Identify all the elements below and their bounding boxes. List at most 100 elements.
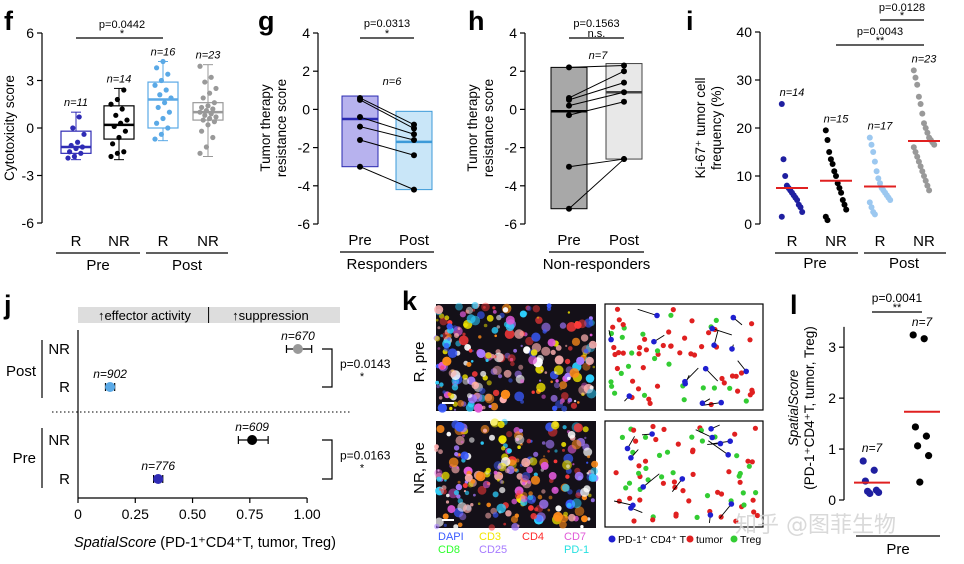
f-point xyxy=(157,92,163,98)
k-map-nr-pre-cell xyxy=(653,436,659,443)
k-map-r-pre-cell xyxy=(682,335,688,341)
i-n-label: n=17 xyxy=(868,121,894,133)
f-point xyxy=(154,65,160,71)
l-point xyxy=(922,432,931,440)
k-row-label: NR, pre xyxy=(411,442,428,494)
k-image-nr-pre-cell xyxy=(460,440,464,444)
j-n-label: n=776 xyxy=(141,459,175,473)
h-box xyxy=(605,63,643,160)
l-pvalue: p=0.0041 xyxy=(872,291,923,305)
k-map-nr-pre-cell xyxy=(694,514,700,521)
k-image-nr-pre-cell xyxy=(526,466,533,474)
l-y-tick-label: 2 xyxy=(828,390,836,406)
k-image-r-pre-cell xyxy=(536,382,546,393)
k-image-r-pre-cell xyxy=(494,352,504,363)
k-image-nr-pre-cell xyxy=(460,451,469,460)
i-y-tick-label: 0 xyxy=(744,216,752,232)
k-image-nr-pre-cell xyxy=(563,511,568,517)
k-stain-label: FoxP3 xyxy=(522,544,554,556)
i-point xyxy=(843,206,850,213)
k-image-r-pre-cell xyxy=(539,379,542,382)
k-image-nr-pre-cell xyxy=(553,511,563,522)
f-point xyxy=(200,117,206,123)
f-point xyxy=(207,90,213,96)
k-image-r-pre-cell xyxy=(592,365,596,369)
k-image-r-pre-cell xyxy=(553,382,560,389)
k-image-nr-pre-cell xyxy=(537,494,543,500)
g-n-label: n=6 xyxy=(383,76,403,88)
l-y-label-suffix: (PD-1⁺CD4⁺T, tumor, Treg) xyxy=(802,326,817,490)
k-image-r-pre-cell xyxy=(514,391,525,402)
k-map-nr-pre-cell xyxy=(746,463,752,469)
h-pair-line xyxy=(568,158,625,168)
k-map-r-pre-cell xyxy=(689,318,695,324)
k-map-r-pre-edge xyxy=(712,328,732,336)
f-group-label: Pre xyxy=(86,257,109,274)
k-map-r-pre-cell xyxy=(743,398,749,404)
i-point xyxy=(799,209,806,215)
k-image-r-pre-cell xyxy=(473,403,483,413)
k-map-r-pre-pd1-cell xyxy=(709,325,715,332)
k-image-r-pre-cell xyxy=(531,332,541,342)
g-point xyxy=(411,125,417,132)
k-image-r-pre-cell xyxy=(436,384,440,389)
f-point xyxy=(122,128,128,134)
i-point xyxy=(833,173,839,179)
g-pair-line xyxy=(359,97,415,126)
k-map-nr-pre-cell xyxy=(699,438,706,444)
k-image-nr-pre-cell xyxy=(497,462,507,472)
i-x-category: R xyxy=(787,233,798,250)
h-x-category: Post xyxy=(609,232,640,249)
k-image-r-pre-cell xyxy=(528,355,538,365)
k-map-nr-pre-cell xyxy=(741,502,747,508)
h-y-tick-label: -6 xyxy=(505,216,518,232)
i-pvalue: p=0.0128 xyxy=(879,2,925,14)
k-image-nr-pre-cell xyxy=(469,437,475,443)
j-point xyxy=(105,382,116,392)
j-row-label: NR xyxy=(48,341,70,358)
f-point xyxy=(79,144,85,150)
k-image-nr-pre-cell xyxy=(533,472,538,477)
k-image-nr-pre-cell xyxy=(527,480,531,484)
k-map-nr-pre-cell xyxy=(726,469,732,475)
i-point xyxy=(910,144,917,151)
k-image-nr-pre-cell xyxy=(530,513,537,520)
i-star: ** xyxy=(876,35,885,47)
k-image-r-pre-cell xyxy=(588,340,597,349)
f-n-label: n=23 xyxy=(196,50,222,62)
k-image-nr-pre-cell xyxy=(489,434,495,441)
k-image-r-pre-cell xyxy=(541,346,551,356)
i-point xyxy=(914,81,921,88)
k-image-nr-pre-cell xyxy=(519,428,523,433)
k-image-nr-pre-cell xyxy=(515,458,520,463)
g-pair-line xyxy=(359,126,415,141)
f-point xyxy=(210,134,216,141)
f-point xyxy=(162,100,168,106)
k-image-nr-pre-cell xyxy=(448,457,459,468)
k-image-nr-pre-cell xyxy=(488,524,495,531)
k-image-nr-pre-cell xyxy=(571,439,582,450)
k-image-r-pre-cell xyxy=(585,374,595,383)
k-image-nr-pre-cell xyxy=(590,467,598,475)
h-y-tick-label: -4 xyxy=(505,178,518,194)
l-group-label: Pre xyxy=(886,541,909,558)
j-sig-bracket xyxy=(322,348,333,388)
k-image-nr-pre-cell xyxy=(568,513,576,522)
k-map-r-pre-pd1-cell xyxy=(608,336,614,343)
k-image-nr-pre-cell xyxy=(505,510,512,517)
k-image-r-pre-cell xyxy=(555,400,564,409)
k-image-nr-pre-cell xyxy=(446,431,452,437)
g-y-tick-label: 4 xyxy=(302,25,310,41)
j-x-label-prefix: SpatialScore xyxy=(74,535,156,551)
k-map-r-pre-cell xyxy=(618,370,624,376)
f-pvalue: p=0.0442 xyxy=(99,19,145,31)
f-point xyxy=(155,104,161,111)
j-pvalue: p=0.0143 xyxy=(340,357,391,371)
f-point xyxy=(73,145,79,152)
k-image-nr-pre-cell xyxy=(530,475,541,485)
i-group-label: Pre xyxy=(803,255,826,272)
k-map-r-pre-cell xyxy=(643,347,650,353)
k-image-r-pre-cell xyxy=(446,333,452,339)
i-point xyxy=(824,217,831,224)
k-image-nr-pre-cell xyxy=(453,490,460,496)
